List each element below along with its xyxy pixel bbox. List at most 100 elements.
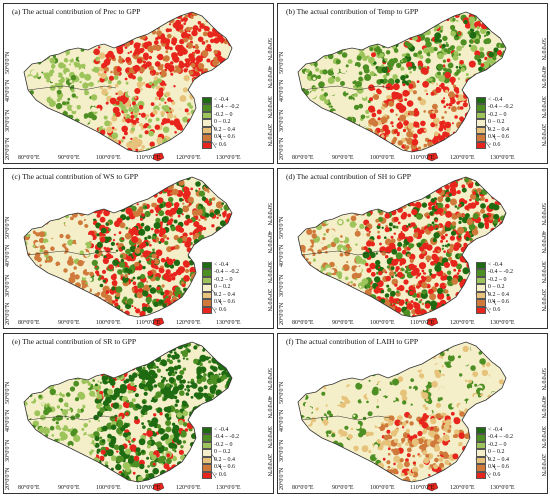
legend-item: -0.2 – 0 bbox=[202, 441, 239, 449]
x-tick: 130°0'0"E bbox=[216, 485, 241, 491]
region-boundary bbox=[301, 415, 391, 421]
x-tick: 90°0'0"E bbox=[332, 485, 354, 491]
legend-item: -0.2 – 0 bbox=[476, 441, 513, 449]
legend-item: < -0.4 bbox=[476, 96, 513, 104]
legend-item: > 0.6 bbox=[202, 471, 239, 479]
x-tick: 80°0'0"E bbox=[292, 320, 314, 326]
legend-swatch bbox=[476, 456, 486, 464]
x-tick: 110°0'0"E bbox=[410, 485, 435, 491]
y-tick-right: 50°0'0"N bbox=[540, 203, 546, 226]
y-tick-left: 30°0'0"N bbox=[279, 439, 285, 462]
china-outline bbox=[23, 11, 233, 153]
legend-swatch bbox=[476, 276, 486, 284]
y-tick-left: 50°0'0"N bbox=[5, 381, 11, 404]
legend-label: 0 – 0.2 bbox=[214, 449, 231, 456]
region-boundary bbox=[27, 415, 117, 421]
x-tick: 110°0'0"E bbox=[410, 320, 435, 326]
y-tick-right: 30°0'0"N bbox=[540, 426, 546, 449]
y-tick-right: 40°0'0"N bbox=[540, 66, 546, 89]
legend-item: 0.4 – 0.6 bbox=[202, 134, 239, 142]
legend-swatch bbox=[476, 141, 486, 149]
legend-label: -0.4 – -0.2 bbox=[214, 434, 239, 441]
legend-swatch bbox=[202, 441, 212, 449]
map-panel-f: (f) The actual contribution of LAIH to G… bbox=[277, 333, 548, 494]
y-tick-right: 20°0'0"N bbox=[266, 289, 272, 312]
legend-label: < -0.4 bbox=[488, 261, 503, 268]
legend-swatch bbox=[476, 284, 486, 292]
y-tick-left: 50°0'0"N bbox=[5, 216, 11, 239]
legend-label: 0 – 0.2 bbox=[488, 284, 505, 291]
y-tick-right: 40°0'0"N bbox=[266, 66, 272, 89]
china-outline bbox=[23, 341, 233, 483]
legend-item: 0 – 0.2 bbox=[476, 449, 513, 457]
legend-item: 0 – 0.2 bbox=[202, 284, 239, 292]
legend-swatch bbox=[202, 111, 212, 119]
legend-item: -0.2 – 0 bbox=[202, 276, 239, 284]
legend-label: > 0.6 bbox=[214, 471, 227, 478]
legend-swatch bbox=[202, 284, 212, 292]
legend-swatch bbox=[202, 141, 212, 149]
legend-item: -0.4 – -0.2 bbox=[476, 434, 513, 442]
legend-item: 0.2 – 0.4 bbox=[202, 291, 239, 299]
legend-label: < -0.4 bbox=[214, 426, 229, 433]
panel-title: (e) The actual contribution of SR to GPP bbox=[12, 337, 137, 346]
legend-item: 0 – 0.2 bbox=[476, 119, 513, 127]
legend-swatch bbox=[476, 426, 486, 434]
legend-swatch bbox=[476, 126, 486, 134]
legend-label: -0.4 – -0.2 bbox=[488, 104, 513, 111]
legend-item: 0.4 – 0.6 bbox=[476, 299, 513, 307]
region-boundary bbox=[27, 250, 117, 256]
x-tick: 80°0'0"E bbox=[292, 155, 314, 161]
x-tick: 100°0'0"E bbox=[96, 155, 121, 161]
region-boundary bbox=[27, 85, 117, 91]
x-tick: 80°0'0"E bbox=[18, 320, 40, 326]
legend-label: 0.2 – 0.4 bbox=[488, 456, 509, 463]
legend-label: 0 – 0.2 bbox=[214, 119, 231, 126]
hainan-island bbox=[152, 482, 165, 492]
x-tick: 120°0'0"E bbox=[176, 485, 201, 491]
legend-item: < -0.4 bbox=[202, 426, 239, 434]
legend-label: < -0.4 bbox=[214, 261, 229, 268]
y-tick-right: 40°0'0"N bbox=[540, 231, 546, 254]
hainan-island bbox=[426, 152, 439, 162]
x-tick: 80°0'0"E bbox=[18, 155, 40, 161]
legend-label: 0.2 – 0.4 bbox=[488, 291, 509, 298]
y-tick-left: 30°0'0"N bbox=[5, 109, 11, 132]
legend-swatch bbox=[476, 434, 486, 442]
y-tick-right: 50°0'0"N bbox=[540, 368, 546, 391]
y-tick-right: 40°0'0"N bbox=[266, 231, 272, 254]
x-tick: 100°0'0"E bbox=[370, 320, 395, 326]
legend-label: 0.4 – 0.6 bbox=[488, 464, 509, 471]
y-tick-left: 30°0'0"N bbox=[279, 109, 285, 132]
hainan-island bbox=[426, 482, 439, 492]
legend-label: -0.2 – 0 bbox=[488, 276, 507, 283]
legend-item: -0.4 – -0.2 bbox=[476, 104, 513, 112]
legend-label: 0.4 – 0.6 bbox=[214, 464, 235, 471]
legend-item: 0.2 – 0.4 bbox=[202, 126, 239, 134]
legend-swatch bbox=[202, 119, 212, 127]
legend-swatch bbox=[476, 441, 486, 449]
x-tick: 120°0'0"E bbox=[450, 155, 475, 161]
y-tick-right: 30°0'0"N bbox=[266, 96, 272, 119]
y-tick-right: 30°0'0"N bbox=[540, 261, 546, 284]
legend-swatch bbox=[202, 96, 212, 104]
x-tick: 130°0'0"E bbox=[490, 155, 515, 161]
x-tick: 120°0'0"E bbox=[176, 155, 201, 161]
hainan-island bbox=[426, 317, 439, 327]
legend-label: > 0.6 bbox=[488, 306, 501, 313]
map-panel-a: (a) The actual contribution of Prec to G… bbox=[3, 3, 274, 164]
y-tick-left: 40°0'0"N bbox=[279, 244, 285, 267]
legend-item: > 0.6 bbox=[476, 141, 513, 149]
legend-swatch bbox=[202, 276, 212, 284]
y-tick-left: 20°0'0"N bbox=[279, 467, 285, 490]
china-map-f bbox=[297, 341, 507, 492]
x-tick: 90°0'0"E bbox=[58, 485, 80, 491]
legend-swatch bbox=[202, 291, 212, 299]
legend-label: 0.2 – 0.4 bbox=[214, 126, 235, 133]
map-panel-c: (c) The actual contribution of WS to GPP… bbox=[3, 168, 274, 329]
legend-label: 0.2 – 0.4 bbox=[214, 291, 235, 298]
